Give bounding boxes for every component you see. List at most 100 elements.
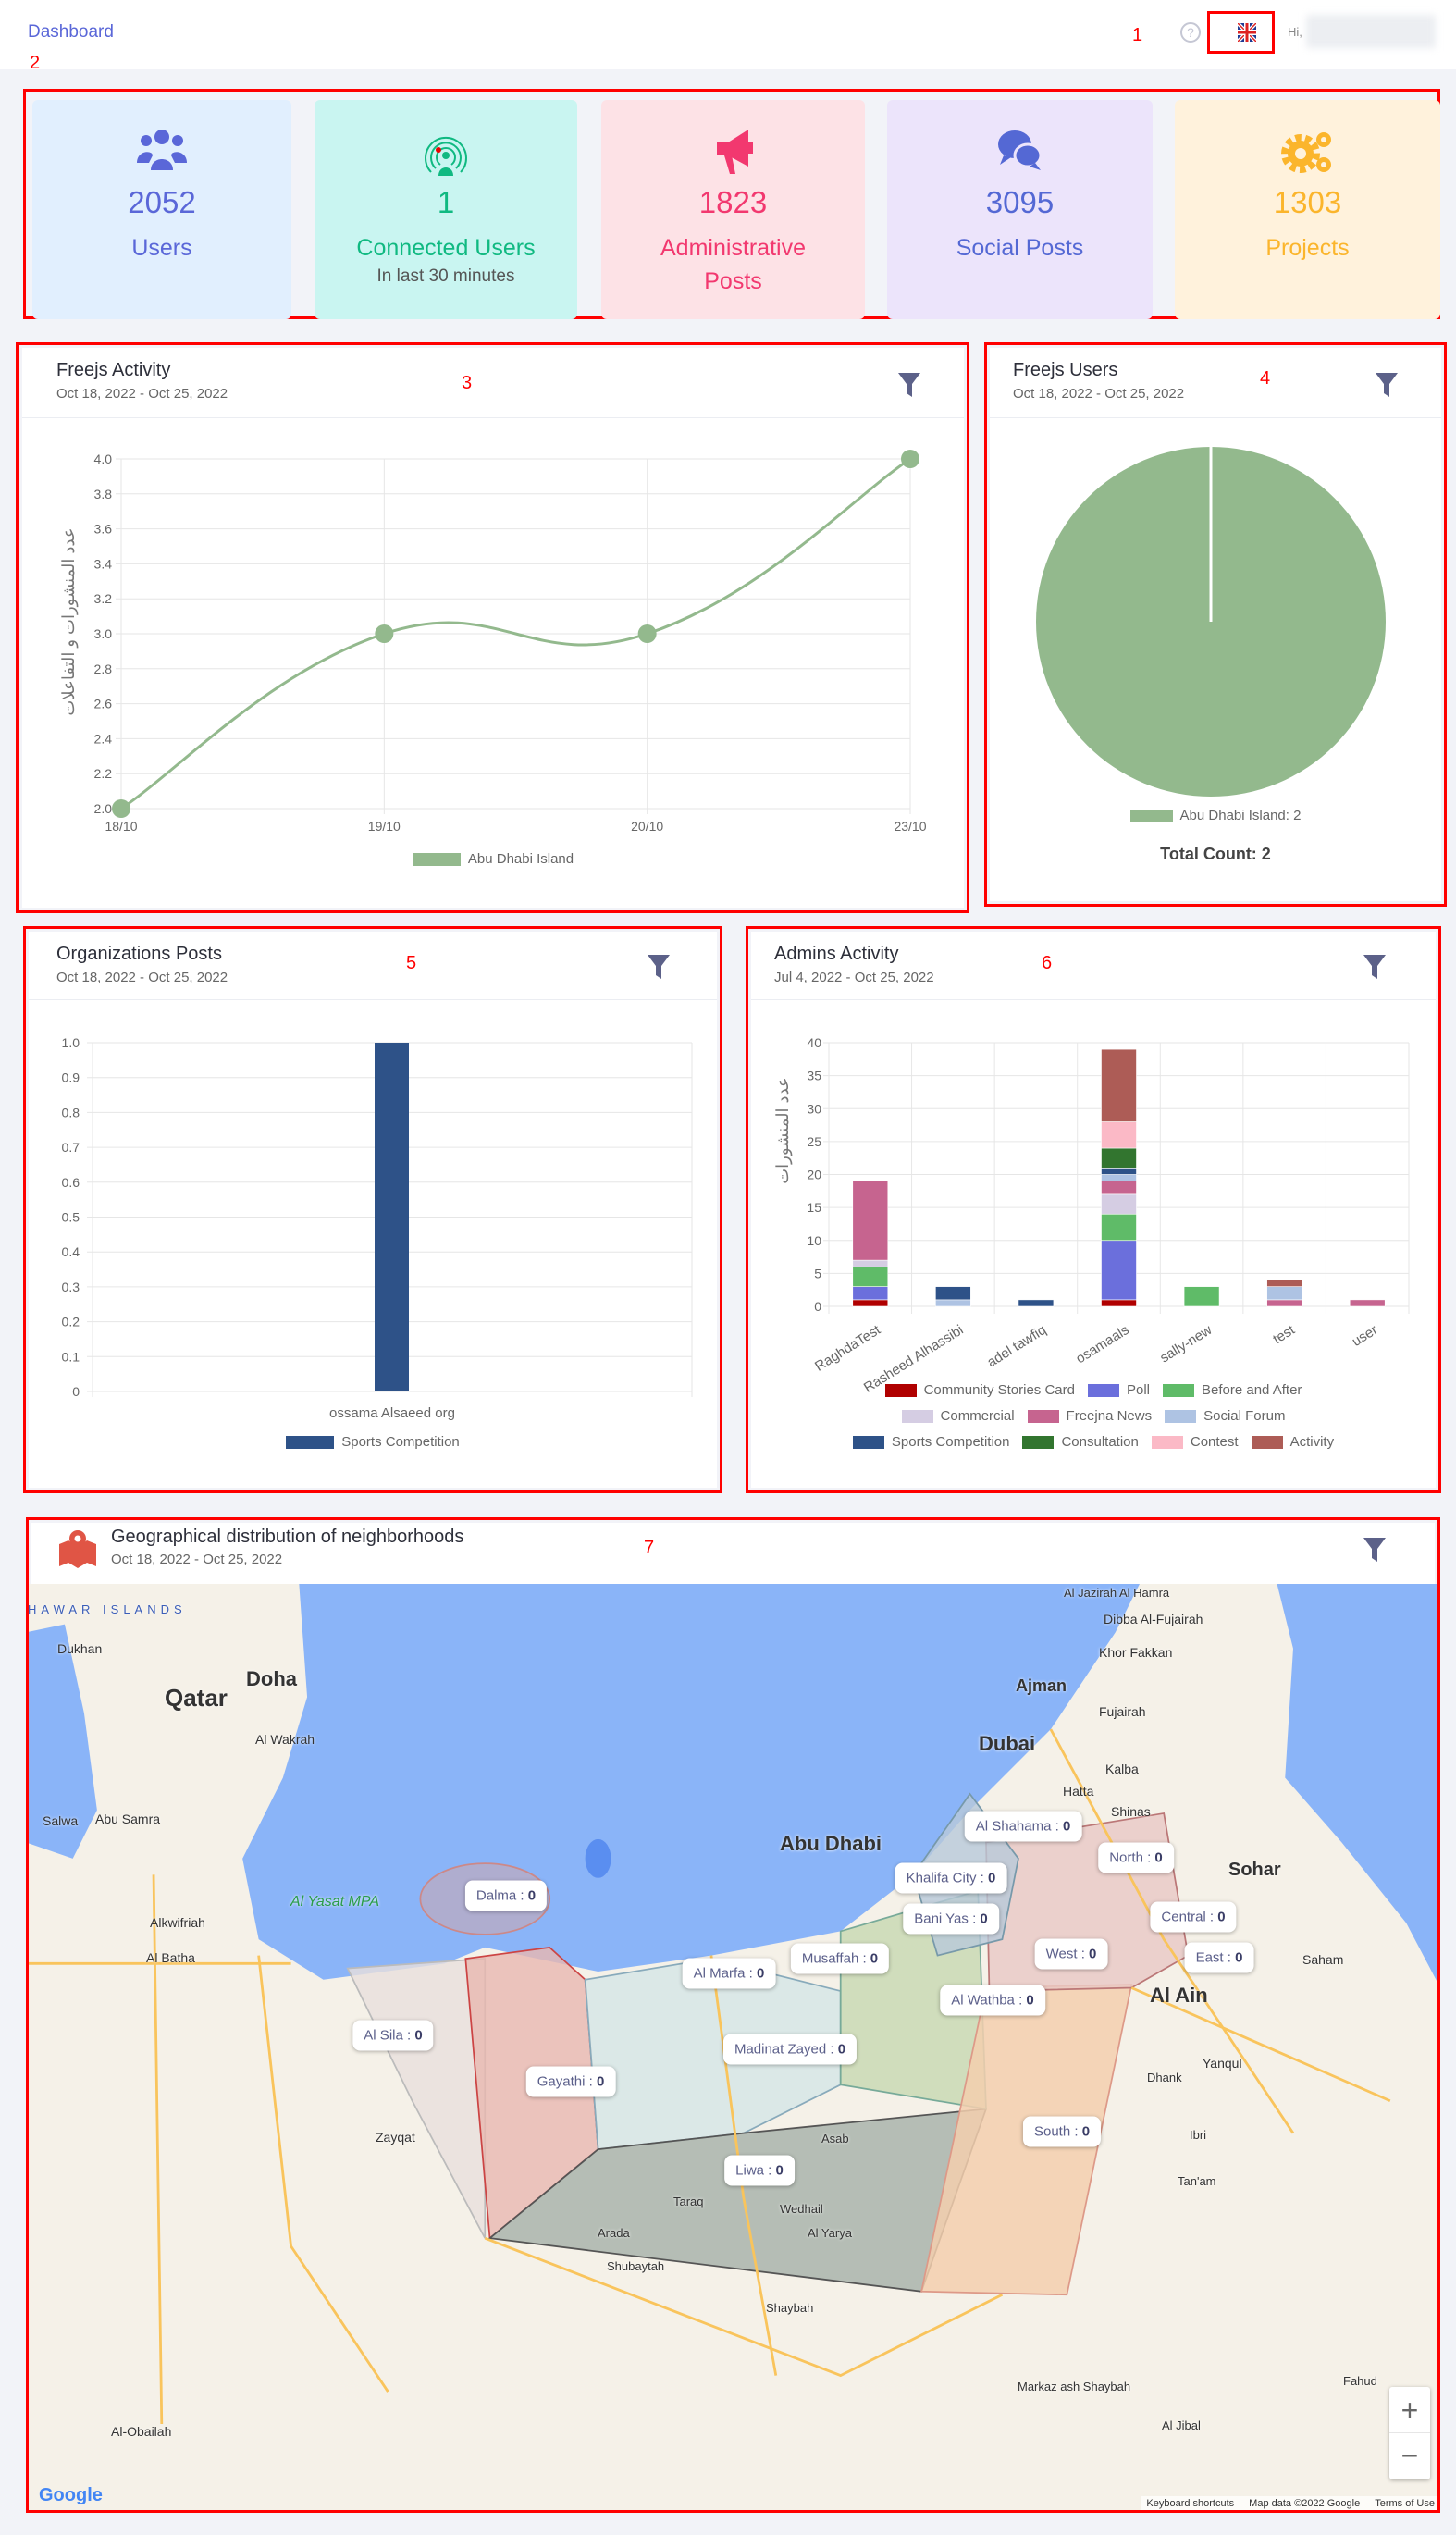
legend-swatch	[1027, 1410, 1059, 1424]
terms-link[interactable]: Terms of Use	[1375, 2498, 1435, 2509]
map-place-name: Asab	[821, 2132, 849, 2145]
y-tick-label: 2.0	[94, 801, 113, 816]
stat-card-administrative-posts[interactable]: 1823 Administrative Posts	[601, 100, 865, 319]
greeting: Hi,	[1288, 25, 1302, 39]
bar-segment-poll[interactable]	[1101, 1240, 1137, 1301]
bar-segment-community-stories-card[interactable]	[1101, 1299, 1137, 1307]
bar-segment-community-stories-card[interactable]	[852, 1299, 889, 1307]
legend-label: Consultation	[1061, 1434, 1139, 1450]
bar-segment-sports-competition[interactable]	[1101, 1168, 1137, 1175]
region-label-south[interactable]: South : 0	[1022, 2116, 1102, 2147]
bar-segment-freejna-news[interactable]	[1266, 1299, 1302, 1307]
bar-segment-social-forum[interactable]	[935, 1299, 971, 1307]
bar-segment-social-forum[interactable]	[1266, 1286, 1302, 1301]
map-place-name: Al Yarya	[808, 2226, 852, 2240]
legend-swatch	[1087, 1384, 1119, 1398]
breadcrumb-dashboard[interactable]: Dashboard	[28, 22, 114, 42]
bar-segment-before-and-after[interactable]	[1101, 1213, 1137, 1242]
region-label-al-wathba[interactable]: Al Wathba : 0	[940, 1985, 1045, 2016]
region-label-al-sila[interactable]: Al Sila : 0	[352, 2020, 434, 2051]
legend-item[interactable]: Community Stories Card	[884, 1382, 1075, 1398]
legend-item[interactable]: Poll	[1087, 1382, 1150, 1398]
bar-segment-poll[interactable]	[852, 1286, 889, 1301]
region-label-madinat-zayed[interactable]: Madinat Zayed : 0	[722, 2034, 858, 2065]
bar-segment-social-forum[interactable]	[1101, 1174, 1137, 1181]
data-point[interactable]	[112, 799, 130, 818]
region-name: Central	[1161, 1909, 1206, 1925]
freejs-users-pie	[1036, 447, 1386, 797]
bar-segment-activity[interactable]	[1266, 1280, 1302, 1287]
x-tick-label: 23/10	[894, 819, 926, 834]
bar-segment-before-and-after[interactable]	[1183, 1286, 1220, 1307]
panel-date: Oct 18, 2022 - Oct 25, 2022	[111, 1552, 283, 1567]
uk-flag-icon[interactable]	[1236, 21, 1258, 43]
legend-item[interactable]: Activity	[1251, 1434, 1335, 1450]
bar-segment-sports-competition[interactable]	[935, 1286, 971, 1301]
legend-label: Activity	[1289, 1434, 1335, 1450]
legend-item[interactable]: Commercial	[901, 1408, 1015, 1424]
filter-icon[interactable]	[897, 372, 921, 398]
bar-segment-commercial[interactable]	[1101, 1193, 1137, 1215]
stat-card-users[interactable]: 2052 Users	[32, 100, 291, 319]
zoom-out-button[interactable]: −	[1400, 2439, 1419, 2472]
region-label-liwa[interactable]: Liwa : 0	[724, 2155, 795, 2186]
region-label-musaffah[interactable]: Musaffah : 0	[790, 1943, 890, 1974]
region-label-west[interactable]: West : 0	[1034, 1938, 1108, 1970]
google-logo[interactable]: Google	[39, 2485, 103, 2505]
bar-segment-contest[interactable]	[1101, 1121, 1137, 1149]
filter-icon[interactable]	[647, 954, 671, 980]
region-label-central[interactable]: Central : 0	[1150, 1901, 1237, 1933]
map-canvas[interactable]: HAWAR ISLANDS Dukhan Qatar Doha Al Wakrah Sal…	[26, 1584, 1440, 2513]
region-count: 0	[988, 1870, 996, 1886]
region-count: 0	[870, 1950, 879, 1967]
keyboard-shortcuts-link[interactable]: Keyboard shortcuts	[1146, 2498, 1235, 2509]
region-label-dalma[interactable]: Dalma : 0	[464, 1880, 548, 1911]
legend-label[interactable]: Abu Dhabi Island	[467, 851, 574, 867]
region-name: Al Shahama	[975, 1818, 1052, 1835]
annotation-box-4	[984, 342, 1447, 907]
bar-segment-sports-competition[interactable]	[1018, 1299, 1055, 1307]
bar-ossama-alsaeed-org[interactable]	[375, 1043, 409, 1391]
legend-item[interactable]: Contest	[1151, 1434, 1239, 1450]
map-place-name: Doha	[246, 1667, 297, 1690]
region-label-khalifa-city[interactable]: Khalifa City : 0	[895, 1862, 1007, 1894]
stat-card-projects[interactable]: 1303 Projects	[1175, 100, 1440, 319]
region-label-north[interactable]: North : 0	[1098, 1842, 1174, 1873]
legend-label[interactable]: Abu Dhabi Island: 2	[1179, 808, 1302, 823]
data-point[interactable]	[901, 450, 919, 468]
legend-item[interactable]: Freejna News	[1027, 1408, 1152, 1424]
region-label-east[interactable]: East : 0	[1184, 1942, 1254, 1973]
filter-icon[interactable]	[1375, 372, 1399, 398]
legend-label[interactable]: Sports Competition	[341, 1434, 460, 1450]
legend-item[interactable]: Consultation	[1022, 1434, 1139, 1450]
bar-segment-before-and-after[interactable]	[852, 1266, 889, 1287]
bar-segment-consultation[interactable]	[1101, 1147, 1137, 1169]
bar-segment-activity[interactable]	[1101, 1048, 1137, 1122]
data-point[interactable]	[375, 624, 394, 643]
y-tick-label: 2.8	[94, 662, 113, 676]
legend-item[interactable]: Sports Competition	[852, 1434, 1009, 1450]
user-name-blurred[interactable]	[1306, 15, 1436, 48]
bar-segment-commercial[interactable]	[852, 1259, 889, 1268]
region-label-al-marfa[interactable]: Al Marfa : 0	[682, 1958, 776, 1989]
region-label-al-shahama[interactable]: Al Shahama : 0	[964, 1811, 1082, 1842]
bar-segment-freejna-news[interactable]	[1349, 1299, 1386, 1307]
stat-card-connected-users[interactable]: 1 Connected Users In last 30 minutes	[315, 100, 577, 319]
annotation-box-5	[23, 926, 722, 1493]
help-icon[interactable]: ?	[1180, 22, 1201, 43]
data-point[interactable]	[637, 624, 657, 643]
broadcast-user-icon	[315, 128, 577, 176]
legend-item[interactable]: Before and After	[1163, 1382, 1302, 1398]
bar-segment-freejna-news[interactable]	[1101, 1181, 1137, 1195]
stat-sublabel: In last 30 minutes	[376, 266, 515, 286]
y-tick-label: 3.6	[94, 522, 113, 537]
legend-item[interactable]: Social Forum	[1165, 1408, 1285, 1424]
stat-card-social-posts[interactable]: 3095 Social Posts	[887, 100, 1153, 319]
zoom-in-button[interactable]: +	[1389, 2387, 1430, 2433]
filter-icon[interactable]	[1363, 1537, 1387, 1563]
region-label-bani-yas[interactable]: Bani Yas : 0	[903, 1903, 999, 1935]
bar-segment-freejna-news[interactable]	[852, 1181, 889, 1261]
y-tick-label: 5	[814, 1266, 821, 1280]
region-label-gayathi[interactable]: Gayathi : 0	[525, 2066, 616, 2097]
filter-icon[interactable]	[1363, 954, 1387, 980]
